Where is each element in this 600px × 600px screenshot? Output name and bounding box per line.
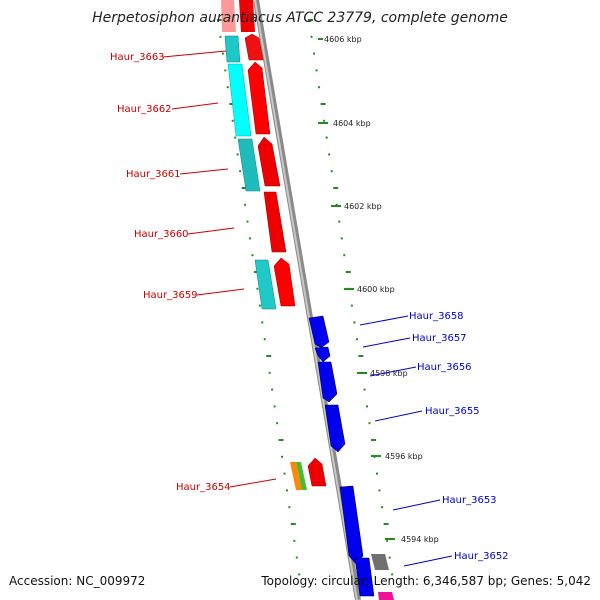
- kbp-label-4598: 4598 kbp: [370, 369, 408, 378]
- kbp-label-4600: 4600 kbp: [357, 285, 395, 294]
- gene-label-haur-3653[interactable]: Haur_3653: [442, 495, 497, 506]
- cog-track: [224, 35, 277, 310]
- gene-haur-3663[interactable]: [244, 33, 264, 61]
- gene-labels: Haur_3663 Haur_3662 Haur_3661 Haur_3660 …: [110, 52, 509, 562]
- gene-haur-3655[interactable]: [324, 404, 346, 453]
- gene-haur-3656[interactable]: [317, 361, 338, 403]
- gene-label-haur-3655[interactable]: Haur_3655: [425, 406, 480, 417]
- kbp-label-4604: 4604 kbp: [333, 119, 371, 128]
- gene-label-haur-3654[interactable]: Haur_3654: [176, 482, 231, 493]
- gene-haur-3654[interactable]: [307, 457, 327, 487]
- genome-summary: Topology: circular; Length: 6,346,587 bp…: [261, 574, 591, 588]
- accession-label: Accession: NC_009972: [9, 574, 146, 588]
- gene-haur-3659[interactable]: [273, 257, 296, 307]
- kbp-label-4602: 4602 kbp: [344, 202, 382, 211]
- backbone: [253, 0, 361, 600]
- gene-haur-3660[interactable]: [263, 191, 287, 253]
- forward-gene-track[interactable]: [308, 315, 394, 600]
- gene-haur-3661[interactable]: [257, 136, 281, 187]
- outer-tick-ring: [308, 19, 394, 576]
- map-title: Herpetosiphon aurantiacus ATCC 23779, co…: [92, 10, 508, 26]
- gene-label-haur-3662[interactable]: Haur_3662: [117, 104, 172, 115]
- kbp-scale: 4606 kbp 4604 kbp 4602 kbp 4600 kbp 4598…: [318, 35, 439, 544]
- gene-haur-3658[interactable]: [308, 315, 330, 349]
- gene-label-haur-3663[interactable]: Haur_3663: [110, 52, 165, 63]
- gene-label-haur-3659[interactable]: Haur_3659: [143, 290, 198, 301]
- reverse-gene-track[interactable]: [221, 0, 327, 490]
- gene-label-haur-3652[interactable]: Haur_3652: [454, 551, 509, 562]
- gene-label-haur-3657[interactable]: Haur_3657: [412, 333, 467, 344]
- kbp-label-4606: 4606 kbp: [324, 35, 362, 44]
- label-leaders: [162, 50, 453, 567]
- gene-label-haur-3661[interactable]: Haur_3661: [126, 169, 181, 180]
- inner-tick-ring: [216, 19, 301, 576]
- gene-label-haur-3660[interactable]: Haur_3660: [134, 229, 189, 240]
- gene-label-haur-3656[interactable]: Haur_3656: [417, 362, 472, 373]
- gene-haur-3652[interactable]: [354, 557, 375, 597]
- gene-label-haur-3658[interactable]: Haur_3658: [409, 311, 464, 322]
- kbp-label-4596: 4596 kbp: [385, 452, 423, 461]
- gene-haur-3662[interactable]: [247, 61, 271, 135]
- kbp-label-4594: 4594 kbp: [401, 535, 439, 544]
- gene-haur-3657[interactable]: [314, 346, 331, 363]
